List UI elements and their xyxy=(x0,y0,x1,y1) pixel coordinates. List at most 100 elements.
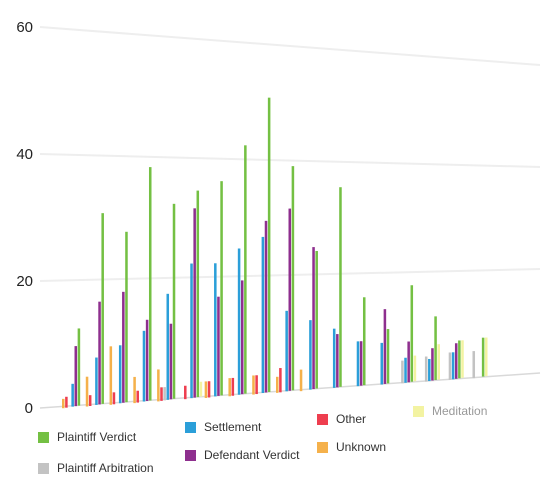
bar-other xyxy=(112,392,116,405)
bar-defendant-verdict xyxy=(122,291,125,403)
bar-defendant-verdict xyxy=(145,319,149,402)
bar-settlement xyxy=(285,310,288,392)
bar-unknown xyxy=(204,381,208,398)
bar-other xyxy=(160,387,163,401)
bar-plaintiff-verdict xyxy=(386,329,390,384)
bar-settlement xyxy=(332,328,336,388)
legend-item-unknown: Unknown xyxy=(317,440,386,454)
bar-meditation xyxy=(437,344,440,380)
bar-other xyxy=(255,375,258,395)
bar-plaintiff-verdict xyxy=(77,328,81,406)
bar-plaintiff-verdict xyxy=(244,145,247,394)
blue-square-icon xyxy=(185,421,196,433)
purple-square-icon xyxy=(185,449,196,461)
bar-plaintiff-verdict xyxy=(315,251,318,389)
bar-plaintiff-verdict xyxy=(458,340,461,379)
bar-other xyxy=(65,396,68,408)
bar-defendant-verdict xyxy=(431,348,434,381)
legend-item-defendant-verdict: Defendant Verdict xyxy=(185,448,299,462)
y-tick-label: 40 xyxy=(16,146,33,163)
bar-defendant-verdict xyxy=(217,296,220,396)
bar-meditation xyxy=(461,340,464,378)
bar-defendant-verdict xyxy=(312,247,315,390)
bar-defendant-verdict xyxy=(240,280,244,395)
bar-plaintiff-verdict xyxy=(410,285,414,382)
red-square-icon xyxy=(317,413,328,425)
legend-item-plaintiff-verdict: Plaintiff Verdict xyxy=(38,430,136,444)
bar-settlement xyxy=(95,357,98,405)
bar-meditation xyxy=(484,337,488,377)
bar-other xyxy=(88,395,92,406)
bar-plaintiff-arbitration xyxy=(424,356,428,382)
green-square-icon xyxy=(38,431,49,443)
bar-settlement xyxy=(71,383,74,407)
legend-item-meditation: Meditation xyxy=(413,404,487,418)
legend-label: Other xyxy=(336,412,367,426)
yellow-square-icon xyxy=(413,405,424,417)
bar-plaintiff-verdict xyxy=(101,213,104,404)
y-axis-tick-labels: 0 20 40 60 xyxy=(16,19,33,415)
bar-other xyxy=(207,381,211,398)
bar-plaintiff-verdict xyxy=(220,181,223,396)
bar-plaintiff-verdict xyxy=(434,316,437,381)
bar-other xyxy=(231,377,235,396)
bar-unknown xyxy=(228,378,231,397)
bar-plaintiff-verdict xyxy=(291,166,295,391)
bar-plaintiff-verdict xyxy=(481,337,485,377)
legend-label: Meditation xyxy=(432,404,488,418)
bar-plaintiff-verdict xyxy=(172,203,176,399)
bar-settlement xyxy=(404,357,407,383)
bar-plaintiff-verdict xyxy=(339,187,342,387)
bar-defendant-verdict xyxy=(288,208,292,391)
bar-plaintiff-arbitration xyxy=(401,360,404,384)
bar-settlement xyxy=(309,320,312,390)
bar-settlement xyxy=(190,263,193,399)
legend-label: Plaintiff Verdict xyxy=(57,430,137,444)
bar-defendant-verdict xyxy=(383,309,387,384)
bar-settlement xyxy=(356,341,360,387)
bar-other xyxy=(279,368,282,393)
legend-item-settlement: Settlement xyxy=(185,420,261,434)
bar-plaintiff-arbitration xyxy=(472,351,476,379)
gridline-60 xyxy=(39,26,541,66)
bar-defendant-verdict xyxy=(98,301,101,405)
bar-unknown xyxy=(157,369,160,402)
bar-defendant-verdict xyxy=(407,341,410,383)
bar-plaintiff-arbitration xyxy=(448,352,452,380)
bar-settlement xyxy=(428,358,431,382)
bar-settlement xyxy=(214,263,217,397)
bar-defendant-verdict xyxy=(169,323,173,400)
bar-unknown xyxy=(252,375,255,395)
bar-defendant-verdict xyxy=(454,343,458,379)
bar-meditation xyxy=(413,355,417,382)
bar-unknown xyxy=(276,376,279,393)
bar-unknown xyxy=(109,346,113,405)
bar-defendant-verdict xyxy=(336,334,339,388)
bar-unknown xyxy=(62,398,65,409)
legend-label: Settlement xyxy=(204,420,262,434)
gridline-40 xyxy=(39,153,541,168)
legend-label: Unknown xyxy=(336,440,387,454)
bar-unknown xyxy=(299,369,303,392)
y-tick-label: 0 xyxy=(25,400,33,415)
bar-settlement xyxy=(261,236,265,393)
bar-defendant-verdict xyxy=(193,208,196,398)
y-tick-label: 60 xyxy=(16,19,33,36)
bar-defendant-verdict xyxy=(264,220,268,393)
legend-label: Plaintiff Arbitration xyxy=(57,461,154,475)
bar-plaintiff-verdict xyxy=(267,97,271,392)
bar-meditation xyxy=(199,381,203,397)
bar-unknown xyxy=(85,376,89,407)
legend-item-plaintiff-arbitration: Plaintiff Arbitration xyxy=(38,461,154,475)
legend-item-other: Other xyxy=(317,412,366,426)
bars xyxy=(62,97,488,409)
bar-defendant-verdict xyxy=(359,341,363,386)
bar-defendant-verdict xyxy=(74,346,78,407)
gray-square-icon xyxy=(38,462,49,474)
bar-plaintiff-verdict xyxy=(148,167,152,401)
bar-chart: 0 20 40 60 xyxy=(16,19,541,415)
legend-label: Defendant Verdict xyxy=(204,448,300,462)
bar-settlement xyxy=(142,330,146,402)
bar-settlement xyxy=(451,352,455,380)
bar-other xyxy=(136,390,139,403)
